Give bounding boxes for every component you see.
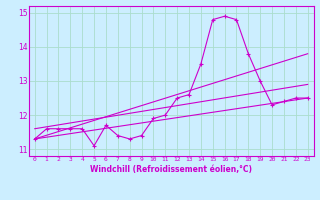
X-axis label: Windchill (Refroidissement éolien,°C): Windchill (Refroidissement éolien,°C) <box>90 165 252 174</box>
